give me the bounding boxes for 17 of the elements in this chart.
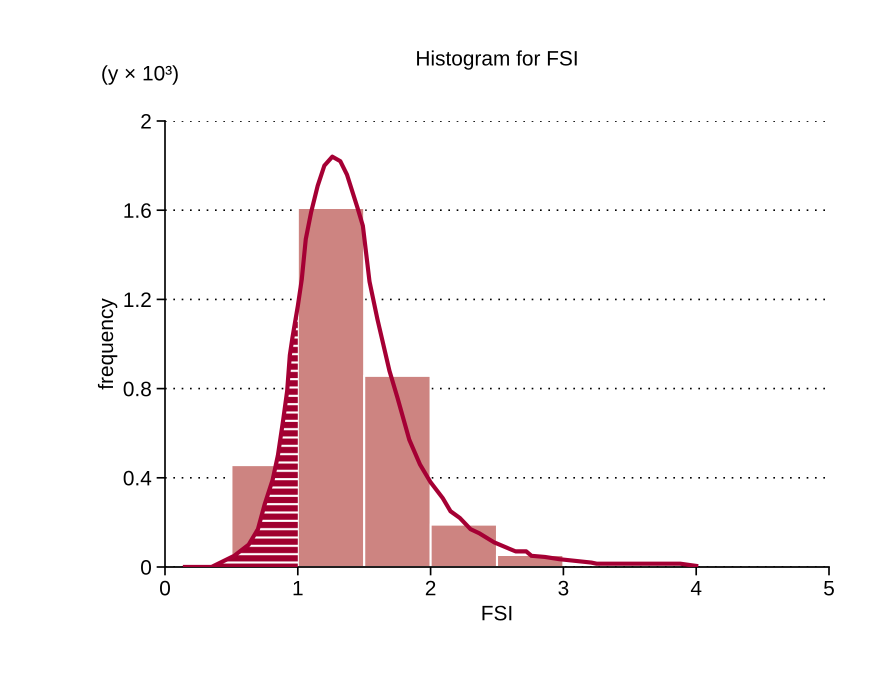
- y-tick-label: 1.2: [124, 292, 151, 307]
- x-tick-label: 3: [558, 580, 568, 596]
- x-axis-title: FSI: [482, 606, 512, 620]
- x-tick-label: 5: [824, 580, 834, 596]
- y-tick-label: 0.8: [124, 382, 151, 396]
- x-tick-label: 0: [160, 580, 170, 596]
- chart-title: Histogram for FSI: [417, 50, 577, 70]
- y-tick-label: 1.6: [124, 203, 151, 218]
- y-tick-label: 0.4: [124, 470, 152, 486]
- y-tick-label: 0: [141, 560, 151, 575]
- x-tick-label: 4: [690, 580, 702, 596]
- x-tick-label: 2: [426, 580, 436, 596]
- y-tick-label: 2: [141, 114, 151, 129]
- y-axis-title: frequency: [98, 298, 118, 390]
- x-tick-label: 1: [294, 580, 303, 596]
- line-series: [182, 154, 698, 567]
- text: (y × 10³): [102, 65, 178, 85]
